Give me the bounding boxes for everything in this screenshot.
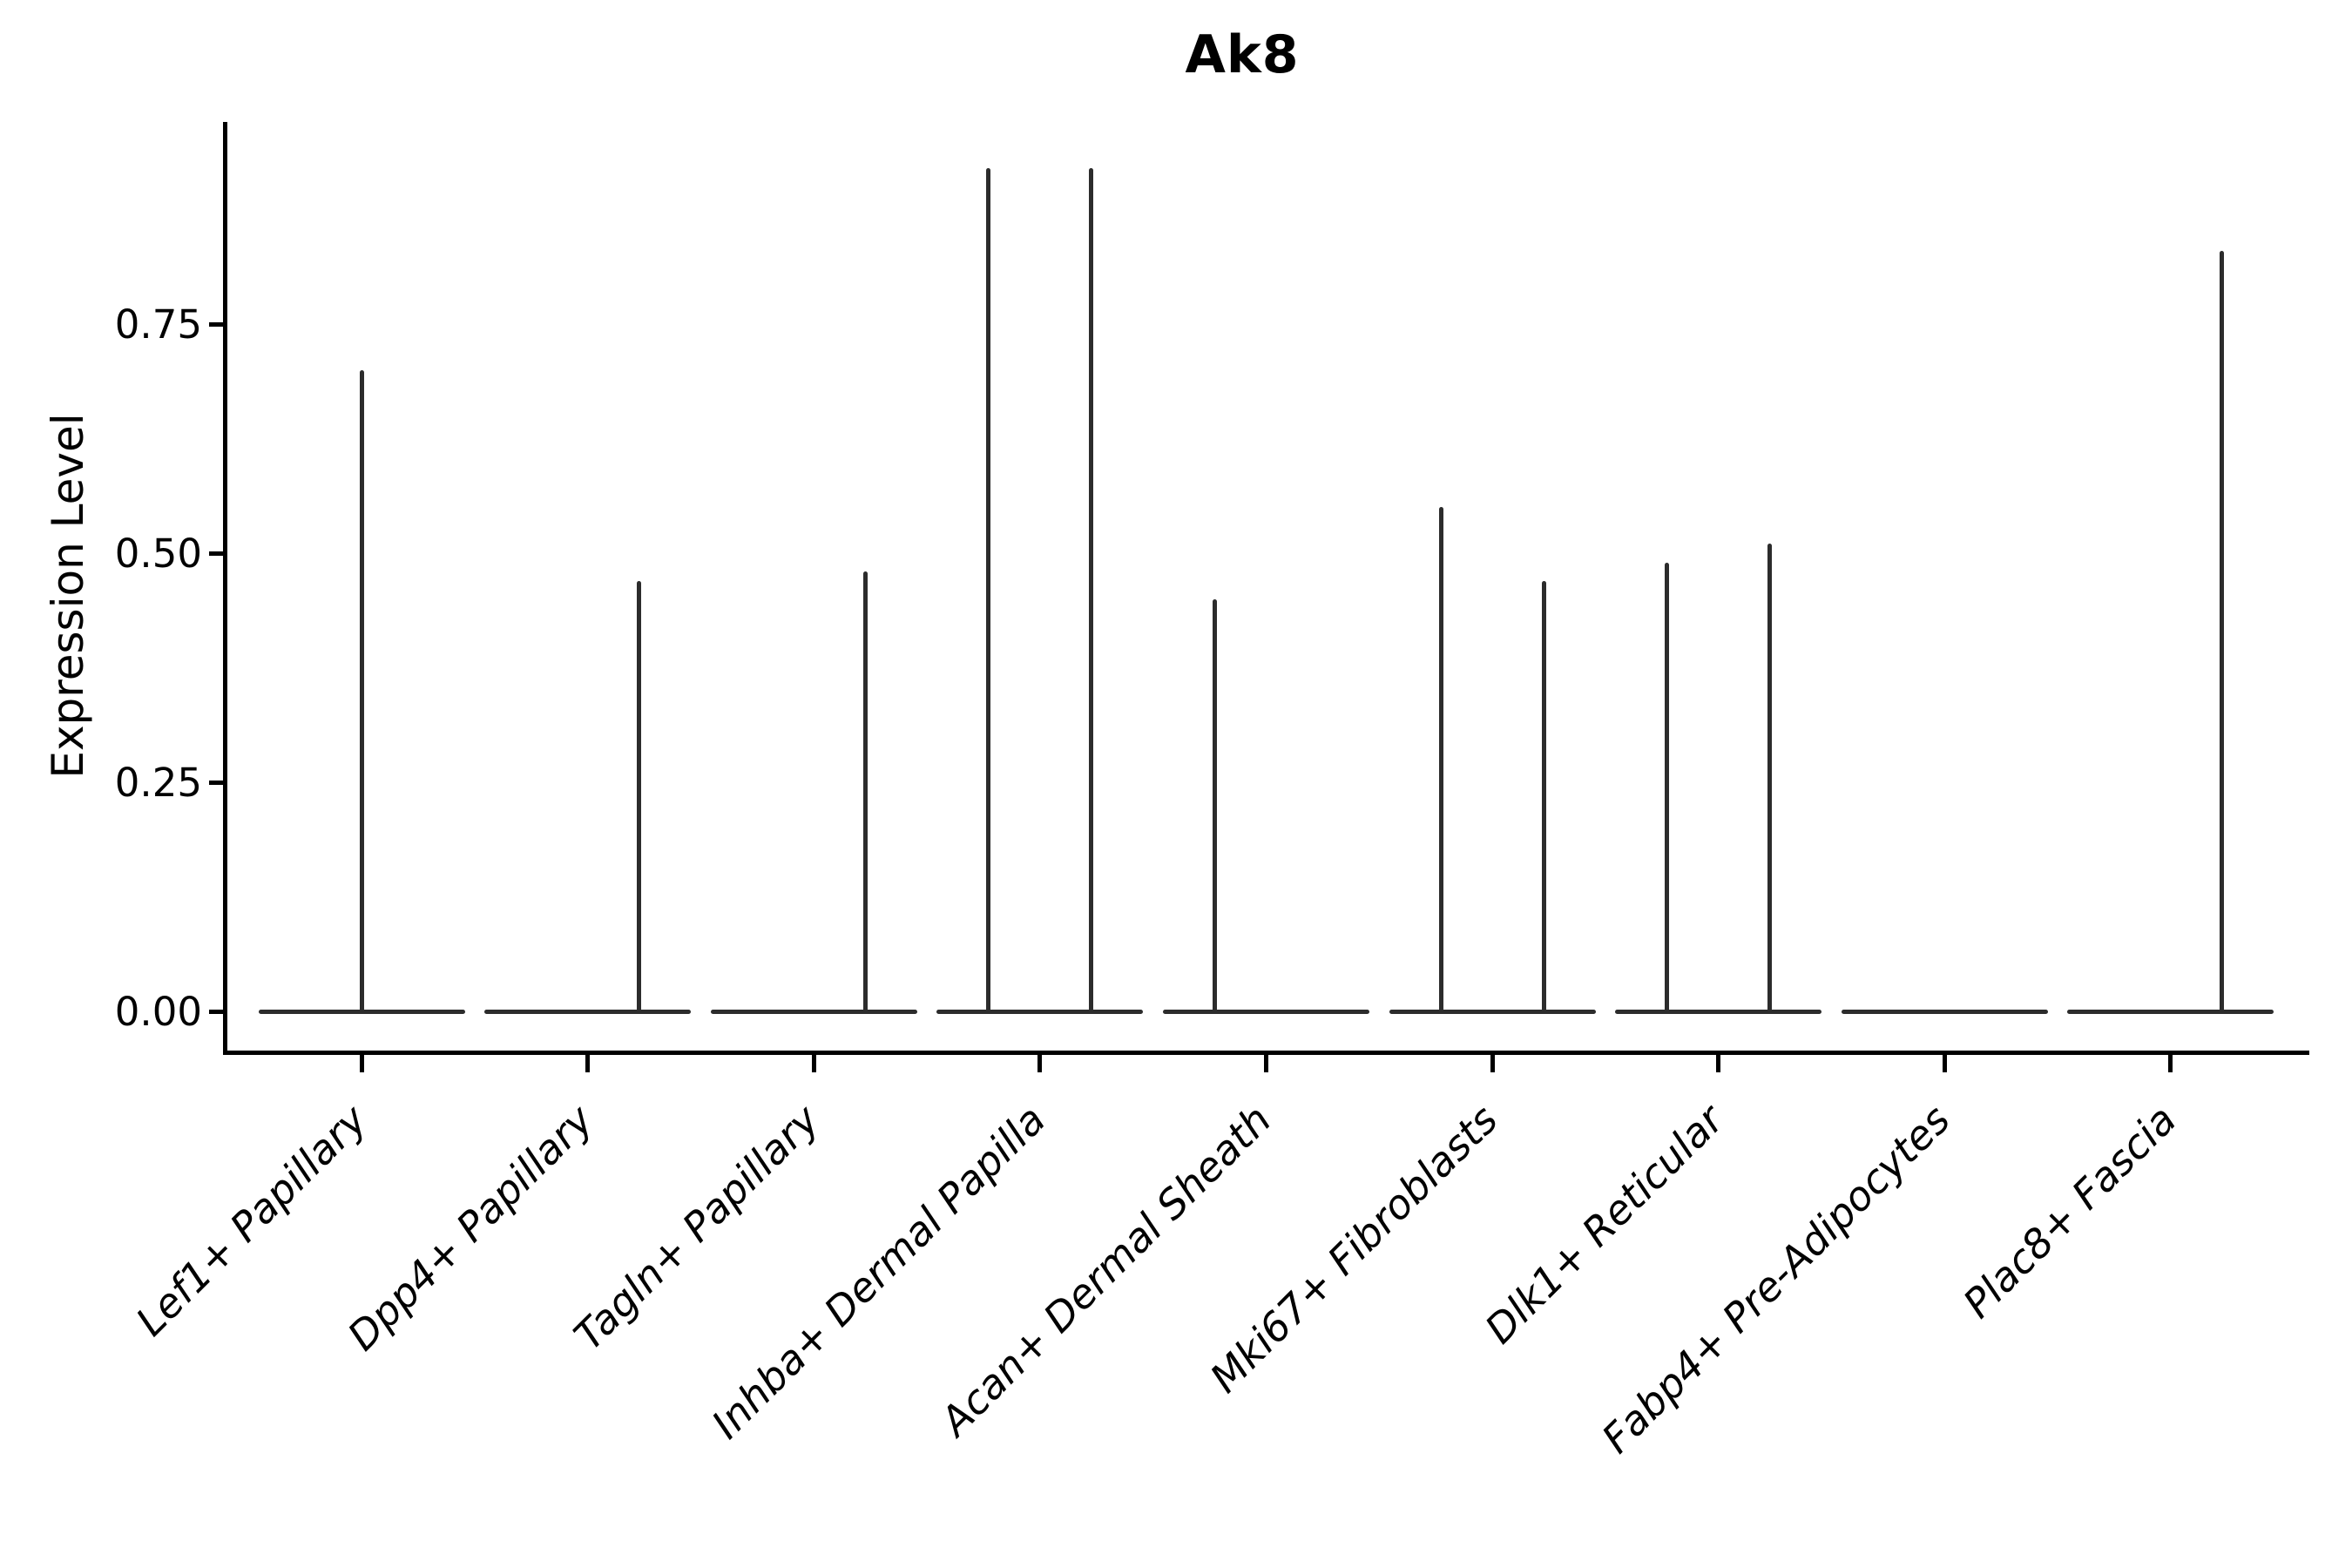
violin-baseline <box>1162 1009 1369 1014</box>
violin-baseline <box>1389 1009 1596 1014</box>
violin-spike <box>1212 598 1217 1013</box>
x-tick-mark <box>1490 1055 1495 1072</box>
violin-spike <box>637 580 642 1013</box>
y-tick-mark <box>209 1009 223 1014</box>
y-tick-label: 0.00 <box>114 988 202 1035</box>
violin-baseline <box>710 1009 917 1014</box>
violin-spike <box>1665 562 1670 1013</box>
x-axis-spine <box>223 1051 2309 1055</box>
x-tick-label: Tagln+ Papillary <box>564 1096 828 1360</box>
violin-spike <box>1438 507 1443 1013</box>
violin-spike <box>359 369 364 1013</box>
y-tick-mark <box>209 780 223 785</box>
x-tick-mark <box>359 1055 364 1072</box>
violin-spike <box>986 168 991 1013</box>
violin-baseline <box>2067 1009 2274 1014</box>
violin-spike <box>1089 168 1094 1013</box>
x-tick-label: Dpp4+ Papillary <box>338 1096 602 1360</box>
x-tick-mark <box>2168 1055 2173 1072</box>
x-tick-mark <box>1942 1055 1947 1072</box>
x-tick-mark <box>1037 1055 1043 1072</box>
violin-spike <box>1767 544 1773 1013</box>
violin-spike <box>2220 250 2225 1013</box>
x-tick-mark <box>1716 1055 1721 1072</box>
y-tick-label: 0.25 <box>114 759 202 806</box>
violin-baseline <box>484 1009 692 1014</box>
violin-baseline <box>936 1009 1144 1014</box>
x-tick-label: Plac8+ Fascia <box>1953 1096 2185 1328</box>
y-tick-mark <box>209 321 223 327</box>
violin-baseline <box>1841 1009 2048 1014</box>
x-tick-label: Dlk1+ Reticular <box>1476 1096 1733 1353</box>
x-tick-mark <box>1263 1055 1268 1072</box>
y-tick-label: 0.75 <box>114 301 202 348</box>
violin-spike <box>1541 580 1546 1013</box>
y-tick-label: 0.50 <box>114 530 202 577</box>
x-tick-label: Lef1+ Papillary <box>126 1096 376 1345</box>
chart-title: Ak8 <box>1185 24 1300 85</box>
x-tick-mark <box>585 1055 591 1072</box>
x-tick-mark <box>811 1055 816 1072</box>
violin-spike <box>862 571 868 1013</box>
y-axis-spine <box>223 122 227 1055</box>
y-tick-mark <box>209 551 223 556</box>
violin-baseline <box>1615 1009 1822 1014</box>
